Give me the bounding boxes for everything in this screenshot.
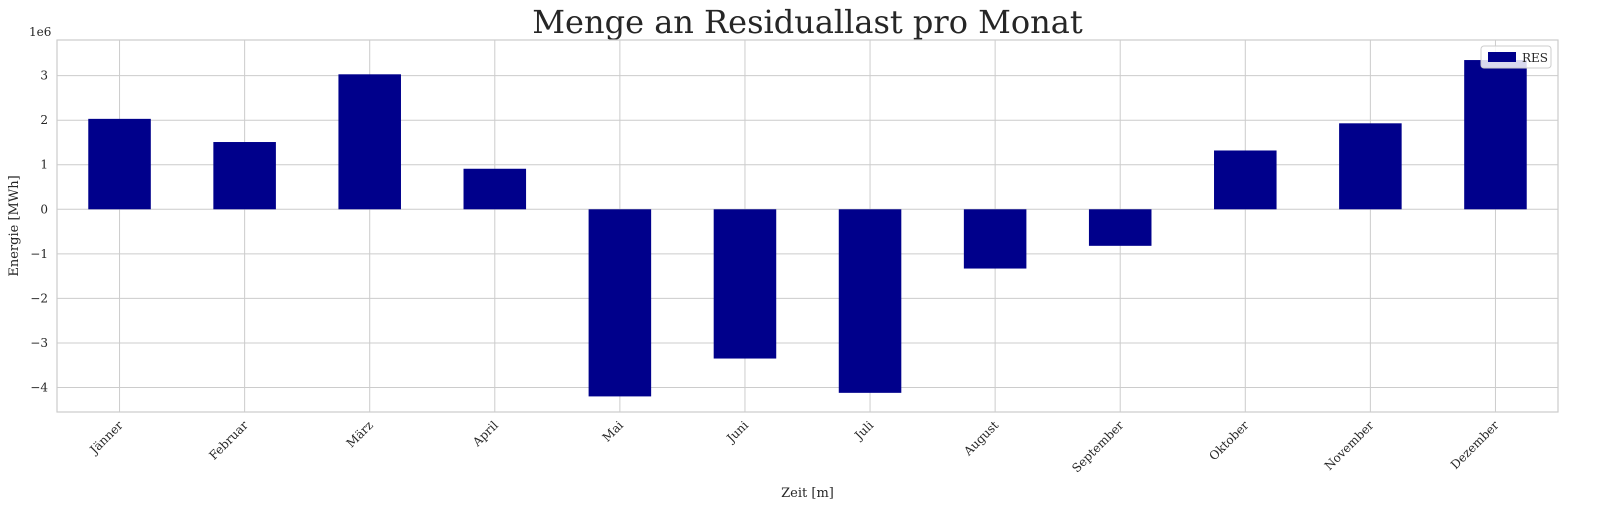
bar [838,209,902,393]
y-tick-labels: −4 −3 −2 −1 0 1 2 3 [30,69,48,395]
x-axis-label: Zeit [m] [781,486,834,501]
bar [338,74,401,210]
x-tick-label: November [1322,418,1377,473]
x-tick-label: Mai [600,418,626,444]
bar [1339,123,1402,210]
x-tick-label: September [1069,418,1126,475]
x-tick-label: Jänner [86,418,126,458]
y-tick-label: −1 [30,247,48,261]
bar [213,142,276,210]
y-tick-label: −3 [30,336,48,350]
x-tick-label: August [960,418,1001,459]
bar [588,209,652,397]
x-tick-label: April [469,418,501,450]
bar [463,168,527,210]
legend-swatch-res [1488,52,1516,62]
bar [1214,150,1277,210]
x-tick-label: Dezember [1448,418,1502,472]
chart-title: Menge an Residuallast pro Monat [532,3,1083,41]
bar [713,209,777,359]
y-tick-label: 1 [40,158,48,172]
bar [88,118,151,210]
y-tick-label: 2 [40,113,48,127]
y-tick-label: 3 [40,69,48,83]
y-tick-label: −2 [30,291,48,305]
y-tick-label: 0 [40,202,48,216]
x-tick-label: Oktober [1206,418,1251,463]
x-tick-label: März [344,418,376,450]
bars [88,60,1527,397]
y-offset-label: 1e6 [29,25,51,39]
bar [963,209,1027,269]
x-tick-label: Juni [723,418,751,446]
x-tick-label: Juli [851,418,877,444]
y-axis-label: Energie [MWh] [7,175,22,276]
legend-label-res: RES [1522,51,1548,65]
bar [1464,60,1527,210]
y-tick-label: −4 [30,380,48,394]
bar [1088,209,1152,246]
grid-lines [57,40,1558,412]
legend: RES [1480,45,1552,69]
plot-frame [56,39,1559,413]
x-tick-labels: Jänner Februar März April Mai Juni Juli August S… [86,418,1502,475]
x-tick-label: Februar [206,418,251,463]
